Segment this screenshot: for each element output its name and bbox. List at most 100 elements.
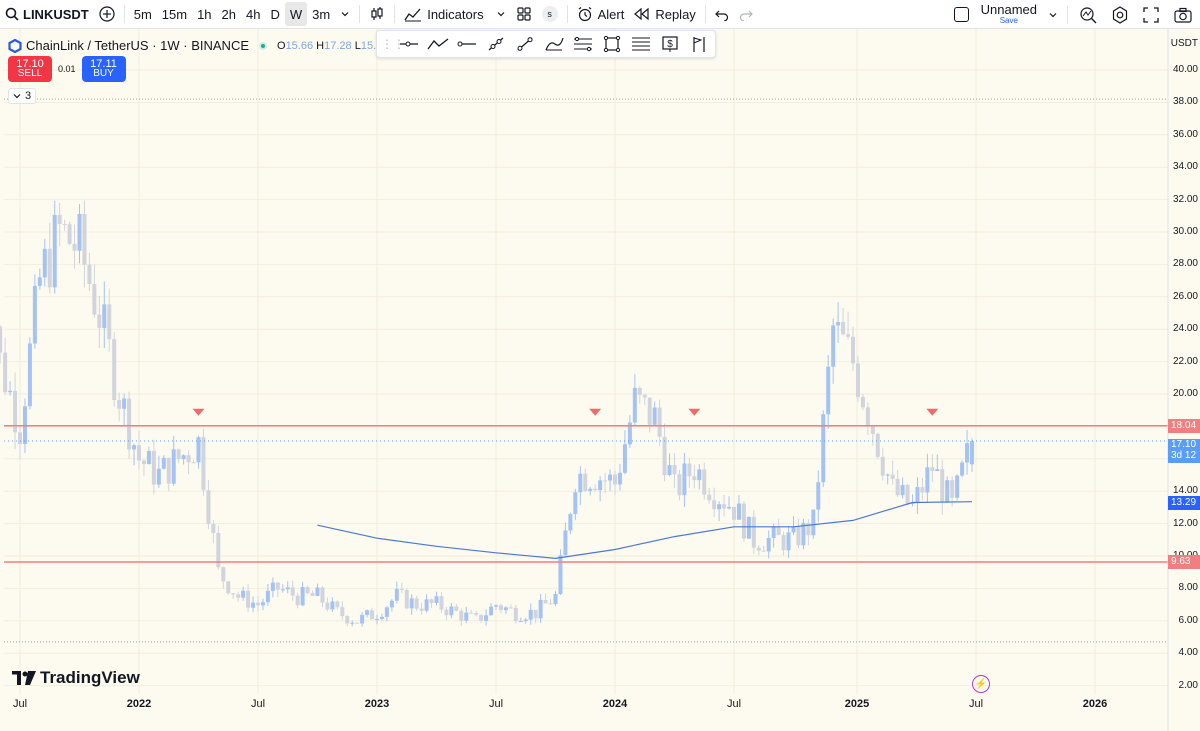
lightning-icon[interactable]: ⚡ bbox=[972, 675, 990, 693]
candle-body bbox=[588, 488, 593, 491]
candle bbox=[677, 469, 682, 501]
candle-body bbox=[647, 397, 652, 425]
replay-button[interactable]: Replay bbox=[629, 0, 700, 29]
candle-body bbox=[627, 422, 632, 445]
undo-icon bbox=[714, 10, 728, 21]
moving-average-line[interactable] bbox=[317, 501, 973, 560]
indicators-button[interactable]: Indicators bbox=[399, 0, 510, 29]
interval-dropdown-button[interactable] bbox=[335, 0, 355, 29]
candle-body bbox=[622, 444, 627, 473]
settings-button[interactable] bbox=[1104, 0, 1136, 29]
layout-checkbox-icon[interactable] bbox=[953, 7, 969, 22]
layout-dropdown-button[interactable] bbox=[1043, 0, 1063, 29]
candle-body bbox=[117, 399, 122, 409]
redo-button[interactable] bbox=[734, 0, 758, 29]
candle-body bbox=[176, 449, 181, 460]
candle-body bbox=[201, 437, 206, 491]
time-tick-label: Jul bbox=[250, 698, 266, 710]
candle-body bbox=[82, 213, 87, 265]
undo-button[interactable] bbox=[710, 0, 734, 29]
candle-body bbox=[801, 522, 806, 546]
market-status-icon[interactable] bbox=[259, 41, 267, 50]
candle-body bbox=[900, 484, 905, 496]
horizontal-line-tool[interactable] bbox=[455, 33, 480, 55]
trend-angle-tool[interactable] bbox=[484, 33, 509, 55]
ray-tool[interactable] bbox=[513, 33, 538, 55]
candle bbox=[246, 583, 251, 613]
parallel-channel-tool[interactable] bbox=[570, 33, 595, 55]
candle bbox=[439, 592, 444, 614]
candle bbox=[761, 545, 766, 552]
candle bbox=[806, 519, 811, 546]
interval-button-5m[interactable]: 5m bbox=[133, 6, 152, 22]
layout-name-button[interactable]: Unnamed Save bbox=[975, 3, 1043, 26]
candle-body bbox=[305, 586, 310, 594]
candle bbox=[231, 593, 236, 599]
candle bbox=[399, 582, 404, 594]
candle-body bbox=[92, 284, 97, 315]
symbol-search-button[interactable]: LINKUSDT bbox=[0, 0, 94, 29]
candle-body bbox=[860, 396, 865, 408]
time-tick-label: 2025 bbox=[844, 698, 870, 710]
candle-body bbox=[166, 457, 171, 484]
alert-button[interactable]: Alert bbox=[572, 0, 630, 29]
interval-button-15m[interactable]: 15m bbox=[161, 6, 188, 22]
candle-body bbox=[955, 475, 960, 498]
brush-tool[interactable] bbox=[542, 33, 567, 55]
templates-button[interactable] bbox=[511, 0, 537, 29]
candle bbox=[831, 318, 836, 384]
fib-retracement-tool[interactable] bbox=[628, 33, 653, 55]
candle bbox=[568, 512, 573, 535]
horizontal-ray-tool[interactable] bbox=[397, 33, 422, 55]
candle-body bbox=[479, 614, 484, 621]
candle-body bbox=[940, 469, 945, 503]
candle-body bbox=[300, 586, 305, 606]
candle bbox=[603, 473, 608, 494]
candle bbox=[732, 506, 736, 529]
polyline-tool[interactable] bbox=[426, 33, 451, 55]
script-badge-button[interactable]: s bbox=[537, 0, 563, 29]
quick-search-button[interactable] bbox=[1072, 0, 1104, 29]
toolbar-divider bbox=[123, 5, 125, 23]
fullscreen-button[interactable] bbox=[1136, 0, 1166, 29]
sell-button[interactable]: 17.10 SELL bbox=[8, 56, 52, 82]
interval-button-1h[interactable]: 1h bbox=[197, 6, 212, 22]
interval-button-d[interactable]: D bbox=[270, 6, 280, 22]
redo-icon bbox=[739, 10, 753, 21]
candle-body bbox=[930, 467, 935, 472]
candle bbox=[181, 454, 186, 465]
candle-body bbox=[419, 608, 424, 611]
candle-body bbox=[538, 599, 543, 619]
candle-body bbox=[394, 588, 399, 601]
interval-button-3m[interactable]: 3m bbox=[312, 6, 331, 22]
price-chart[interactable] bbox=[0, 29, 1200, 731]
indicators-collapse-button[interactable]: 3 bbox=[8, 88, 37, 104]
candle bbox=[637, 385, 642, 404]
flag-tool[interactable] bbox=[686, 33, 711, 55]
rectangle-tool[interactable] bbox=[599, 33, 624, 55]
interval-button-2h[interactable]: 2h bbox=[221, 6, 237, 22]
candle-body bbox=[102, 304, 107, 328]
candle bbox=[538, 593, 543, 623]
candle-body bbox=[865, 407, 870, 427]
candle-body bbox=[32, 285, 37, 344]
time-tick-label: Jul bbox=[12, 698, 28, 710]
candle bbox=[340, 601, 345, 620]
candle-body bbox=[484, 615, 489, 621]
chart-type-button[interactable] bbox=[364, 0, 390, 29]
chart-area[interactable] bbox=[0, 29, 1200, 731]
currency-label: USDT bbox=[1170, 38, 1198, 49]
candle bbox=[885, 473, 890, 485]
interval-button-w[interactable]: W bbox=[284, 2, 308, 26]
candle bbox=[801, 518, 806, 550]
interval-button-4h[interactable]: 4h bbox=[246, 6, 261, 22]
buy-button[interactable]: 17.11 BUY bbox=[81, 56, 126, 82]
candle-body bbox=[231, 593, 236, 595]
candle bbox=[459, 608, 464, 627]
replay-label: Replay bbox=[655, 6, 696, 22]
snapshot-button[interactable] bbox=[1166, 0, 1200, 29]
candle bbox=[588, 486, 593, 496]
compare-add-button[interactable] bbox=[94, 0, 120, 29]
price-label-tool[interactable]: $ bbox=[657, 33, 682, 55]
drag-handle-icon[interactable]: ⋮⋮ bbox=[381, 37, 405, 51]
